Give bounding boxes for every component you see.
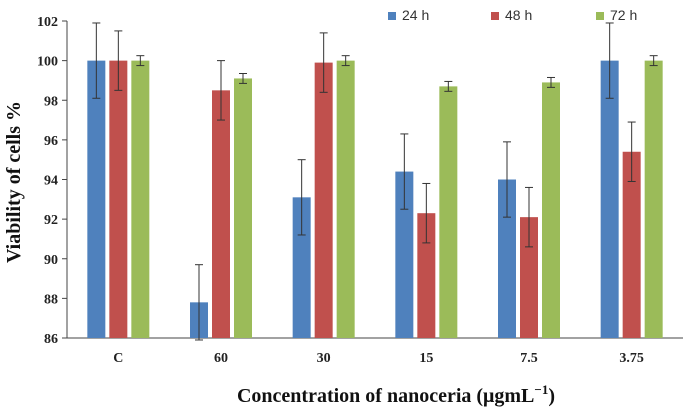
x-tick-label: 30 xyxy=(317,351,331,366)
legend-label: 24 h xyxy=(402,7,429,23)
x-tick-label: C xyxy=(113,351,123,366)
legend-swatch xyxy=(596,12,604,20)
bar xyxy=(644,60,663,338)
bar xyxy=(109,60,128,338)
bars xyxy=(87,60,663,339)
x-axis-label-main: Concentration of nanoceria (μgmL xyxy=(237,385,534,407)
bar xyxy=(542,82,560,338)
legend-label: 72 h xyxy=(610,7,637,23)
y-tick-label: 92 xyxy=(44,213,58,228)
legend-swatch xyxy=(491,12,499,20)
x-axis-label: Concentration of nanoceria (μgmL−1) xyxy=(237,382,555,407)
x-tick-label: 15 xyxy=(419,351,433,366)
y-tick-label: 100 xyxy=(37,55,58,70)
bar xyxy=(417,213,436,338)
bar xyxy=(336,60,355,338)
bar xyxy=(87,60,106,338)
bar xyxy=(292,197,311,338)
legend-label: 48 h xyxy=(505,7,532,23)
y-tick-label: 98 xyxy=(44,94,58,109)
y-tick-label: 88 xyxy=(44,292,58,307)
x-axis-label-suffix: ) xyxy=(548,385,555,407)
bar xyxy=(520,217,538,338)
x-axis-label-superscript: −1 xyxy=(534,382,548,397)
bar xyxy=(395,171,414,338)
legend-swatch xyxy=(388,12,396,20)
y-tick-label: 94 xyxy=(44,174,58,189)
x-tick-label: 3.75 xyxy=(619,351,644,366)
y-tick-label: 102 xyxy=(37,15,58,30)
legend: 24 h 48 h 72 h xyxy=(388,7,637,23)
bar xyxy=(600,60,619,338)
bar xyxy=(131,60,150,338)
y-tick-label: 86 xyxy=(44,332,58,347)
y-tick-label: 96 xyxy=(44,134,58,149)
axes xyxy=(62,20,683,339)
error-bars xyxy=(92,22,658,341)
y-tick-label: 90 xyxy=(44,253,58,268)
x-tick-label: 7.5 xyxy=(520,351,538,366)
x-tick-label: 60 xyxy=(214,351,228,366)
bar xyxy=(439,86,458,338)
bar xyxy=(622,151,641,338)
bar xyxy=(314,62,333,338)
bar xyxy=(212,90,230,338)
tick-labels: 86 88 90 92 94 96 98 100 102 C 60 30 15 7.5 3.75 xyxy=(37,15,644,366)
bar xyxy=(234,78,252,339)
bar xyxy=(498,179,516,338)
y-axis-label: Viability of cells % xyxy=(3,101,25,263)
